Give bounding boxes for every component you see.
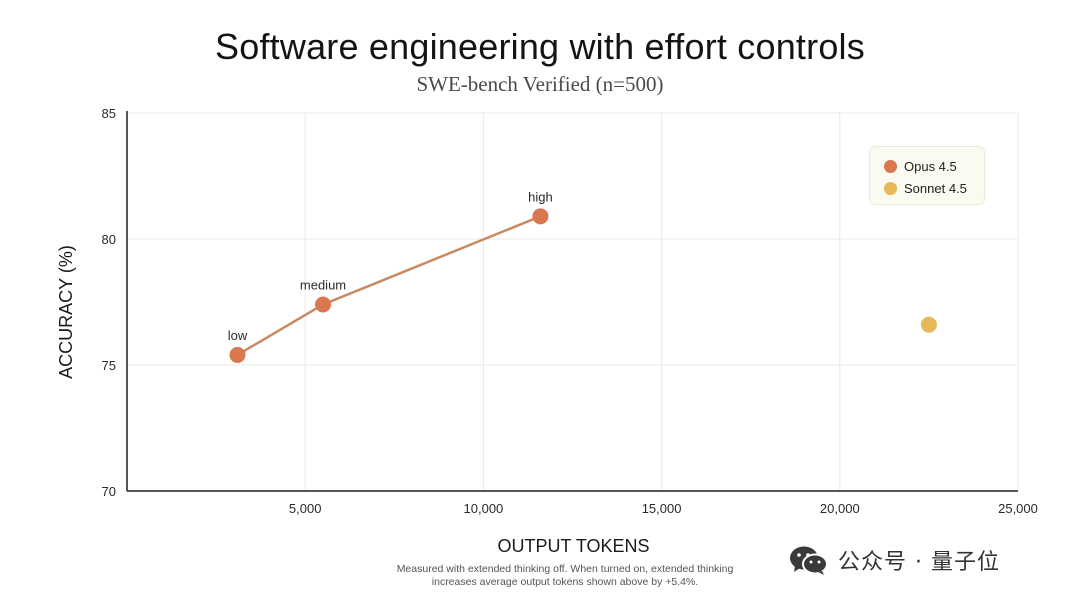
watermark-text: 公众号 · 量子位 <box>838 550 1000 575</box>
y-tick-label-3: 85 <box>102 106 116 121</box>
legend-marker-sonnet <box>884 181 897 195</box>
legend-label-opus: Opus 4.5 <box>904 158 957 174</box>
legend-marker-opus <box>884 159 897 173</box>
y-axis-label: ACCURACY (%) <box>56 245 76 379</box>
y-tick-label-1: 75 <box>102 358 116 373</box>
data-point-1-0 <box>920 316 937 333</box>
data-point-0-0 <box>229 346 246 363</box>
footnote: Measured with extended thinking off. Whe… <box>330 563 800 589</box>
data-point-0-2 <box>532 208 549 225</box>
x-axis-label: OUTPUT TOKENS <box>497 536 649 556</box>
x-tick-label-0: 5,000 <box>289 501 322 516</box>
chart-subtitle: SWE-bench Verified (n=500) <box>416 72 664 96</box>
y-tick-label-2: 80 <box>102 232 116 247</box>
footnote-line-1: Measured with extended thinking off. Whe… <box>396 563 734 575</box>
watermark: 公众号 · 量子位 <box>788 543 1000 577</box>
chart-title: Software engineering with effort control… <box>215 26 865 67</box>
x-tick-label-2: 15,000 <box>642 501 682 516</box>
footnote-line-2: increases average output tokens shown ab… <box>431 576 699 588</box>
series-line-0 <box>236 215 541 356</box>
data-label-0-0: low <box>228 328 248 343</box>
y-tick-label-0: 70 <box>102 484 116 499</box>
chart-legend: Opus 4.5 Sonnet 4.5 <box>869 146 985 205</box>
data-label-0-2: high <box>528 189 553 204</box>
x-tick-label-3: 20,000 <box>820 501 860 516</box>
legend-item-opus: Opus 4.5 <box>884 155 984 177</box>
legend-item-sonnet: Sonnet 4.5 <box>884 177 984 199</box>
legend-label-sonnet: Sonnet 4.5 <box>904 180 967 196</box>
data-point-0-1 <box>315 296 332 313</box>
data-label-0-1: medium <box>300 278 346 293</box>
wechat-icon <box>790 546 828 575</box>
x-tick-label-1: 10,000 <box>464 501 504 516</box>
x-tick-label-4: 25,000 <box>998 501 1038 516</box>
